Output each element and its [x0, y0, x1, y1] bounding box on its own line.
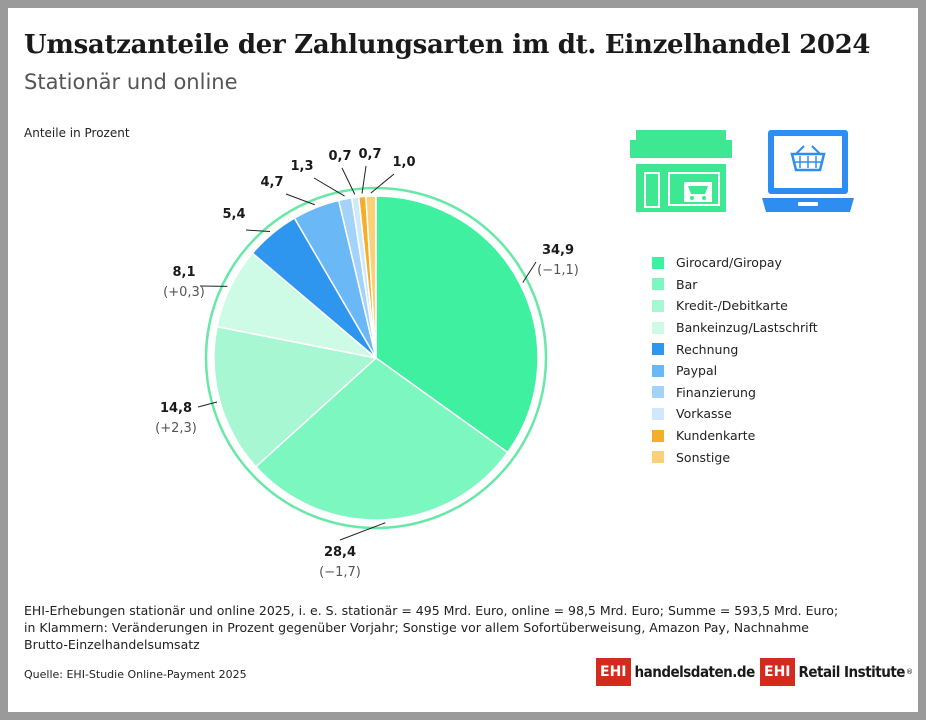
- leader-line: [197, 401, 218, 408]
- footnote: EHI-Erhebungen stationär und online 2025…: [24, 602, 844, 653]
- legend-item: Girocard/Giropay: [652, 252, 818, 274]
- legend-label: Sonstige: [676, 449, 731, 465]
- footnote-line: in Klammern: Veränderungen in Prozent ge…: [24, 620, 809, 635]
- legend-label: Bar: [676, 276, 698, 292]
- data-label: 14,8: [160, 401, 192, 416]
- chart-subtitle: Stationär und online: [24, 70, 238, 94]
- change-label: (+0,3): [163, 285, 205, 300]
- data-label: 8,1: [172, 265, 195, 280]
- retail-institute-logo-text: Retail Institute: [798, 663, 906, 681]
- change-label: (−1,1): [537, 263, 579, 278]
- leader-line: [245, 229, 271, 233]
- footnote-line: Brutto-Einzelhandelsumsatz: [24, 637, 200, 652]
- legend-item: Vorkasse: [652, 403, 818, 425]
- handelsdaten-logo-text: handelsdaten.de: [634, 663, 756, 681]
- legend-label: Finanzierung: [676, 384, 756, 400]
- chart-legend: Girocard/Giropay Bar Kredit-/Debitkarte Ban…: [652, 252, 818, 468]
- leader-line: [339, 522, 386, 541]
- pie-slice: [213, 325, 378, 468]
- legend-swatch: [652, 364, 664, 377]
- data-label: 0,7: [328, 149, 351, 164]
- legend-swatch: [652, 321, 664, 334]
- laptop-shopping-basket-icon: [762, 128, 854, 218]
- legend-swatch: [652, 299, 664, 312]
- legend-label: Rechnung: [676, 341, 739, 357]
- unit-label: Anteile in Prozent: [24, 126, 130, 140]
- data-label: 28,4: [324, 545, 356, 560]
- legend-swatch: [652, 256, 664, 269]
- legend-item: Bankeinzug/Lastschrift: [652, 317, 818, 339]
- storefront-icon: [628, 128, 734, 218]
- pie-slice: [254, 357, 509, 521]
- legend-swatch: [652, 278, 664, 291]
- data-label: 5,4: [222, 207, 245, 222]
- data-label: 34,9: [542, 243, 574, 258]
- change-label: (+2,3): [155, 421, 197, 436]
- leader-line: [522, 261, 537, 283]
- data-label: 4,7: [260, 175, 283, 190]
- legend-label: Bankeinzug/Lastschrift: [676, 320, 818, 336]
- legend-item: Kredit-/Debitkarte: [652, 295, 818, 317]
- pie-outer-ring: [204, 186, 548, 530]
- leader-line: [341, 167, 356, 195]
- legend-label: Vorkasse: [676, 406, 732, 422]
- pie-slice: [365, 195, 377, 359]
- legend-item: Rechnung: [652, 338, 818, 360]
- legend-swatch: [652, 343, 664, 356]
- legend-swatch: [652, 429, 664, 442]
- chart-title: Umsatzanteile der Zahlungsarten im dt. E…: [24, 30, 871, 60]
- legend-swatch: [652, 407, 664, 420]
- legend-item: Finanzierung: [652, 382, 818, 404]
- legend-swatch: [652, 386, 664, 399]
- data-label: 1,0: [392, 155, 415, 170]
- registered-mark: ®: [905, 668, 913, 676]
- data-label: 0,7: [358, 147, 381, 162]
- ehi-retail-institute-logo: EHI Retail Institute ®: [760, 658, 913, 686]
- leader-line: [313, 177, 345, 197]
- legend-item: Sonstige: [652, 446, 818, 468]
- leader-line: [285, 193, 315, 206]
- pie-slice: [375, 195, 539, 454]
- footnote-line: EHI-Erhebungen stationär und online 2025…: [24, 603, 839, 618]
- data-label: 1,3: [290, 159, 313, 174]
- legend-swatch: [652, 451, 664, 464]
- legend-label: Girocard/Giropay: [676, 255, 782, 271]
- legend-label: Kredit-/Debitkarte: [676, 298, 788, 314]
- leader-line: [361, 165, 367, 194]
- handelsdaten-logo: EHI handelsdaten.de: [596, 658, 755, 686]
- ehi-logo-box: EHI: [596, 658, 631, 686]
- leader-line: [370, 173, 395, 194]
- legend-item: Kundenkarte: [652, 425, 818, 447]
- legend-item: Paypal: [652, 360, 818, 382]
- legend-item: Bar: [652, 274, 818, 296]
- change-label: (−1,7): [319, 565, 361, 580]
- legend-label: Kundenkarte: [676, 428, 756, 444]
- ehi-logo-box: EHI: [760, 658, 795, 686]
- source-label: Quelle: EHI-Studie Online-Payment 2025: [24, 668, 247, 681]
- legend-label: Paypal: [676, 363, 718, 379]
